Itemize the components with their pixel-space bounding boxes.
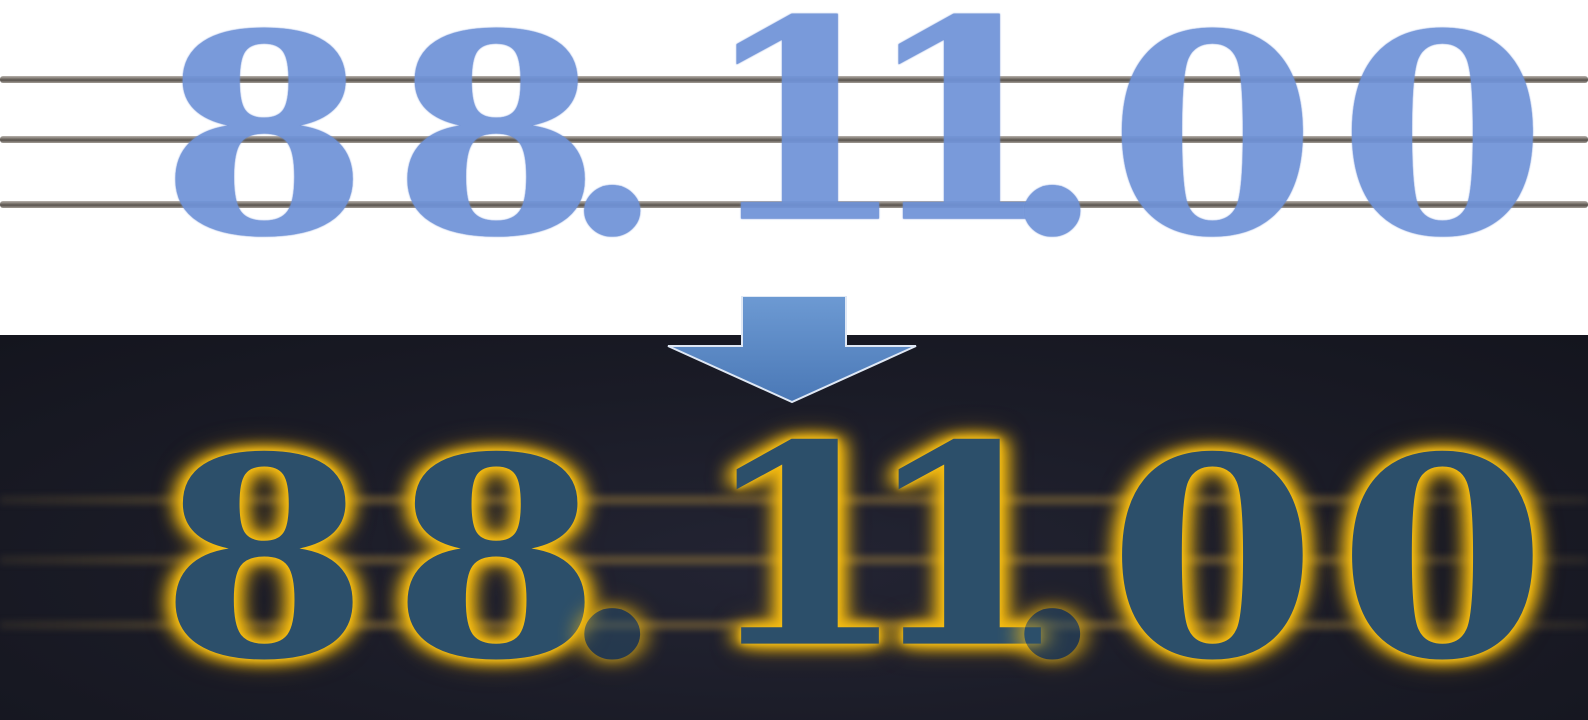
stamp-digit: 0	[1338, 0, 1547, 298]
thread-glow-layer	[0, 335, 1588, 720]
glow-digit: 8	[392, 396, 601, 720]
glow-digit: 1	[700, 384, 909, 709]
glow-digit: 1	[862, 384, 1071, 709]
thread-glow-line	[0, 620, 1588, 630]
glow-digit: 0	[1108, 396, 1317, 720]
thread-glow-line	[0, 555, 1588, 565]
glow-digit: 8	[160, 396, 369, 720]
down-arrow-icon	[667, 296, 917, 404]
glow-dot: .	[1000, 396, 1105, 720]
stamp-digit: 8	[392, 0, 601, 298]
stamp-digit: 1	[700, 0, 909, 284]
stamp-digit: 8	[160, 0, 369, 298]
thread-glow-line	[0, 495, 1588, 505]
stamp-digit: 1	[862, 0, 1071, 284]
top-panel-photo: 8 8 . 1 1 . 0 0	[0, 0, 1588, 335]
stamp-dot: .	[560, 0, 665, 298]
glow-digit: 0	[1338, 396, 1547, 720]
glow-dot: .	[560, 396, 665, 720]
stamp-number-bottom: 8 8 . 1 1 . 0 0	[0, 335, 1588, 720]
stamp-digit: 0	[1108, 0, 1317, 298]
thread-line	[0, 201, 1588, 208]
thread-line	[0, 136, 1588, 143]
thread-line	[0, 76, 1588, 83]
stamp-number-top: 8 8 . 1 1 . 0 0	[0, 0, 1588, 335]
stamp-dot: .	[1000, 0, 1105, 298]
